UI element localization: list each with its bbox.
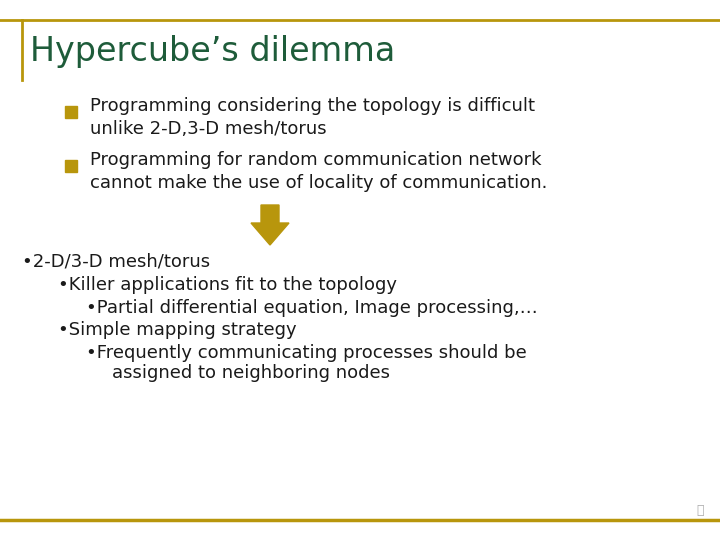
Text: •Partial differential equation, Image processing,…: •Partial differential equation, Image pr… <box>86 299 538 317</box>
Text: •Killer applications fit to the topology: •Killer applications fit to the topology <box>58 276 397 294</box>
Text: •Frequently communicating processes should be: •Frequently communicating processes shou… <box>86 344 527 362</box>
Text: cannot make the use of locality of communication.: cannot make the use of locality of commu… <box>90 174 547 192</box>
Bar <box>65 106 77 118</box>
Text: 🔈: 🔈 <box>696 503 703 516</box>
Text: Hypercube’s dilemma: Hypercube’s dilemma <box>30 36 395 69</box>
Text: Programming for random communication network: Programming for random communication net… <box>90 151 541 169</box>
Polygon shape <box>251 205 289 245</box>
Text: •2-D/3-D mesh/torus: •2-D/3-D mesh/torus <box>22 253 210 271</box>
Text: •Simple mapping strategy: •Simple mapping strategy <box>58 321 296 339</box>
Text: unlike 2-D,3-D mesh/torus: unlike 2-D,3-D mesh/torus <box>90 120 327 138</box>
Text: assigned to neighboring nodes: assigned to neighboring nodes <box>112 364 390 382</box>
Text: Programming considering the topology is difficult: Programming considering the topology is … <box>90 97 535 115</box>
Bar <box>65 160 77 172</box>
